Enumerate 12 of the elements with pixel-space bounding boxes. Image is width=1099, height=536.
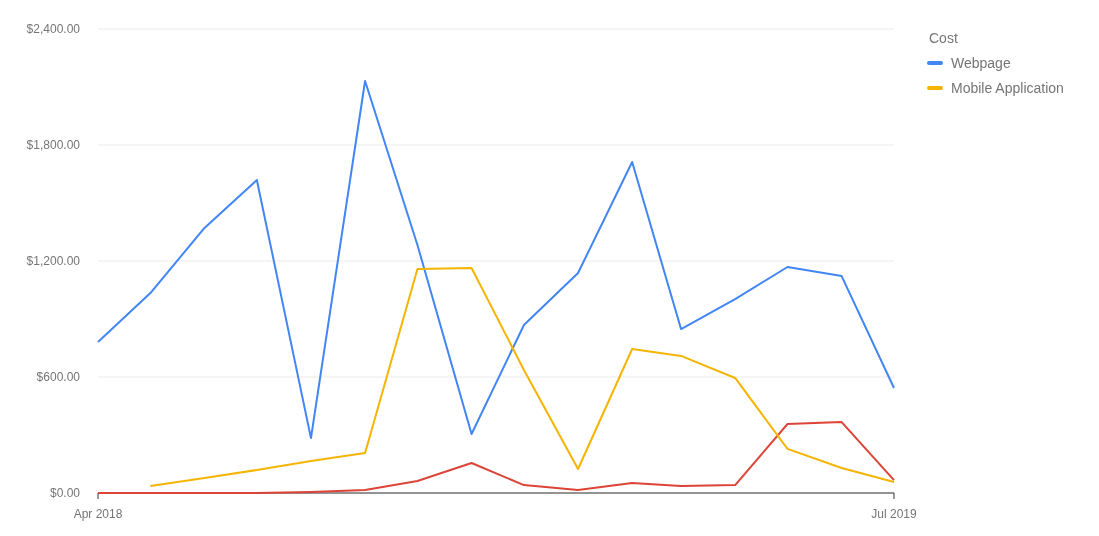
line-series — [97, 80, 895, 440]
line-series — [149, 266, 895, 488]
y-tick-label: $2,400.00 — [26, 22, 81, 36]
y-tick-label: $600.00 — [36, 370, 81, 384]
y-tick-label: $1,800.00 — [26, 138, 81, 152]
y-tick-label: $0.00 — [49, 486, 81, 500]
legend-label: Webpage — [951, 55, 1011, 71]
y-tick-label: $1,200.00 — [26, 254, 81, 268]
x-tick-label: Apr 2018 — [73, 507, 123, 521]
legend-label: Mobile Application — [951, 80, 1064, 96]
x-tick-label: Jul 2019 — [871, 507, 918, 521]
legend-title: Cost — [929, 30, 958, 46]
